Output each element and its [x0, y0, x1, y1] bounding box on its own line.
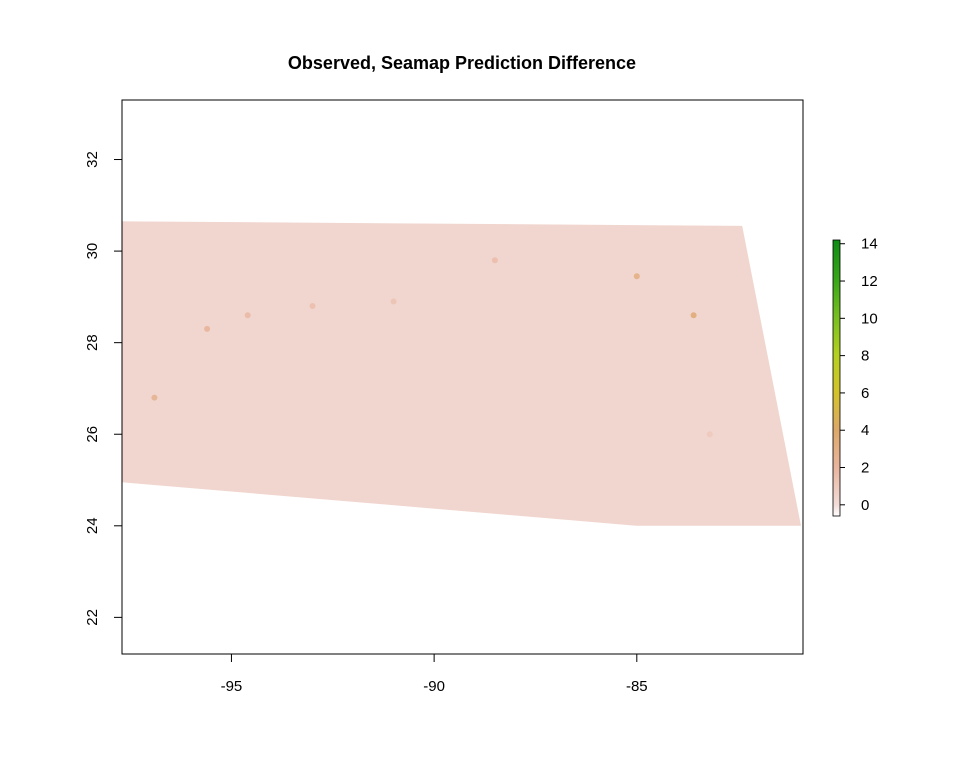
- legend-tick-label: 2: [861, 460, 869, 477]
- x-tick-label: -95: [221, 678, 243, 695]
- hotspot-cell-1: [204, 325, 211, 332]
- x-tick-label: -85: [626, 678, 648, 695]
- hotspot-cell-4: [390, 298, 397, 305]
- plot-panel: [122, 221, 801, 526]
- legend-colorbar: [832, 239, 841, 517]
- legend-tick-label: 12: [861, 273, 878, 290]
- x-axis: -95 -90 -85: [221, 654, 648, 695]
- legend-tick-label: 10: [861, 310, 878, 327]
- hotspot-cell-7: [690, 312, 697, 319]
- hotspot-cell-6: [633, 273, 640, 280]
- y-tick-label: 22: [84, 609, 101, 626]
- hotspot-cell-2: [244, 312, 251, 319]
- hotspot-cell-8: [706, 431, 713, 438]
- y-tick-label: 26: [84, 426, 101, 443]
- chart-title: Observed, Seamap Prediction Difference: [288, 53, 636, 73]
- y-tick-label: 24: [84, 517, 101, 534]
- hotspot-cell-5: [491, 257, 498, 264]
- legend-tick-label: 0: [861, 497, 869, 514]
- color-legend: 0 2 4 6 8 10 12 14: [832, 236, 878, 517]
- x-tick-label: -90: [423, 678, 445, 695]
- y-tick-label: 28: [84, 334, 101, 351]
- prediction-domain: [122, 221, 801, 526]
- hotspot-cell-3: [309, 303, 316, 309]
- plot-frame: [121, 99, 804, 655]
- y-tick-label: 32: [84, 151, 101, 168]
- legend-tick-label: 6: [861, 385, 869, 402]
- legend-tick-label: 8: [861, 348, 869, 365]
- y-axis: 22 24 26 28 30 32: [84, 151, 122, 626]
- legend-tick-label: 14: [861, 236, 878, 253]
- legend-tick-label: 4: [861, 422, 869, 439]
- y-tick-label: 30: [84, 243, 101, 260]
- hotspot-cell-0: [151, 394, 158, 401]
